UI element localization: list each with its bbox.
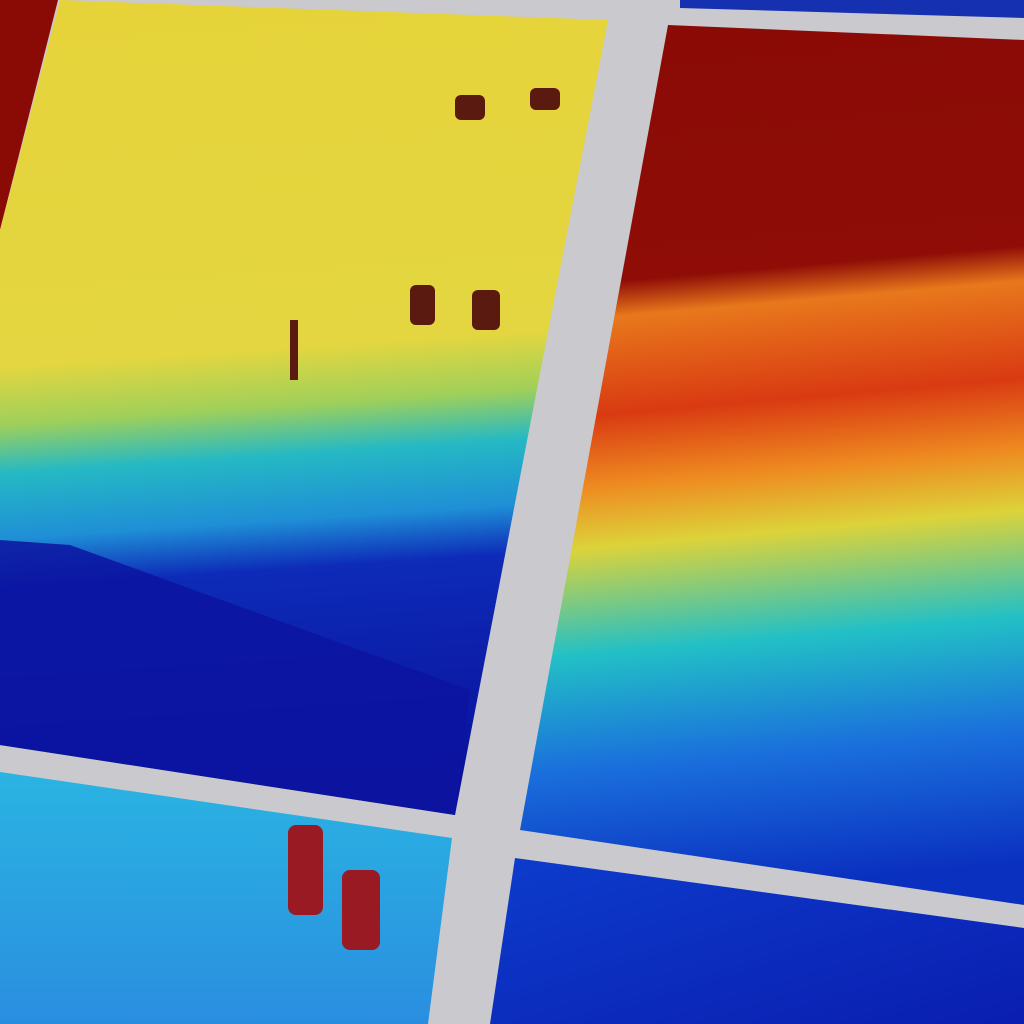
heatmap-panel (0, 772, 452, 1024)
panel-edge (680, 0, 1024, 18)
heatmap-spots (290, 88, 560, 380)
heatmap-panel (490, 858, 1024, 1024)
heatmap-spots (288, 825, 380, 950)
heatmap-region (0, 540, 470, 815)
panel-edge (0, 0, 58, 230)
heatmap-panel (520, 25, 1024, 905)
